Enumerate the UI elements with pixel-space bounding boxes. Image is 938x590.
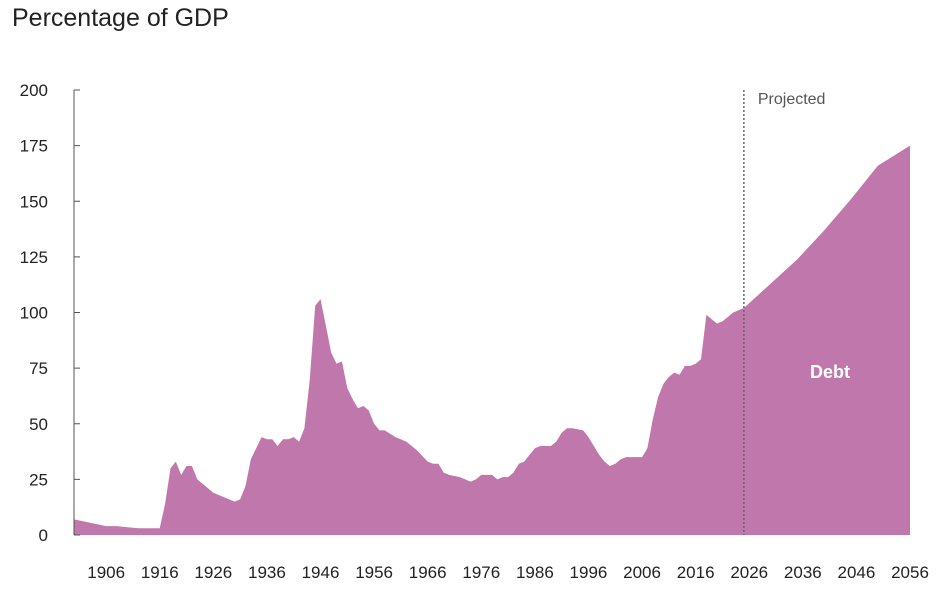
x-tick-label: 1956 xyxy=(355,563,393,582)
x-tick-label: 1906 xyxy=(87,563,125,582)
y-tick-label: 150 xyxy=(20,192,48,211)
x-tick-label: 1996 xyxy=(570,563,608,582)
y-tick-label: 200 xyxy=(20,81,48,100)
y-tick-label: 100 xyxy=(20,304,48,323)
y-axis: 0 25 50 75 100 125 150 175 200 xyxy=(20,81,80,545)
chart-title: Percentage of GDP xyxy=(12,4,229,32)
series-area-0 xyxy=(74,145,910,535)
series-label-debt: Debt xyxy=(810,362,850,382)
x-tick-label: 2056 xyxy=(891,563,929,582)
annotations: Projected Debt xyxy=(743,90,850,535)
x-tick-label: 1926 xyxy=(194,563,232,582)
y-tick-label: 75 xyxy=(29,359,48,378)
x-tick-label: 2026 xyxy=(730,563,768,582)
x-tick-label: 2016 xyxy=(677,563,715,582)
x-tick-label: 1916 xyxy=(141,563,179,582)
x-tick-label: 1976 xyxy=(462,563,500,582)
y-tick-label: 175 xyxy=(20,137,48,156)
projection-label: Projected xyxy=(758,91,826,108)
x-tick-label: 2006 xyxy=(623,563,661,582)
x-tick-label: 2046 xyxy=(837,563,875,582)
x-tick-label: 1936 xyxy=(248,563,286,582)
y-tick-label: 0 xyxy=(39,526,48,545)
x-tick-label: 2036 xyxy=(784,563,822,582)
y-tick-label: 125 xyxy=(20,248,48,267)
y-tick-label: 50 xyxy=(29,415,48,434)
x-tick-label: 1946 xyxy=(302,563,340,582)
x-axis: 1906 1916 1926 1936 1946 1956 1966 1976 1986 1996… xyxy=(87,563,929,582)
x-tick-label: 1986 xyxy=(516,563,554,582)
plot-area xyxy=(74,145,910,535)
x-tick-label: 1966 xyxy=(409,563,447,582)
y-tick-label: 25 xyxy=(29,470,48,489)
